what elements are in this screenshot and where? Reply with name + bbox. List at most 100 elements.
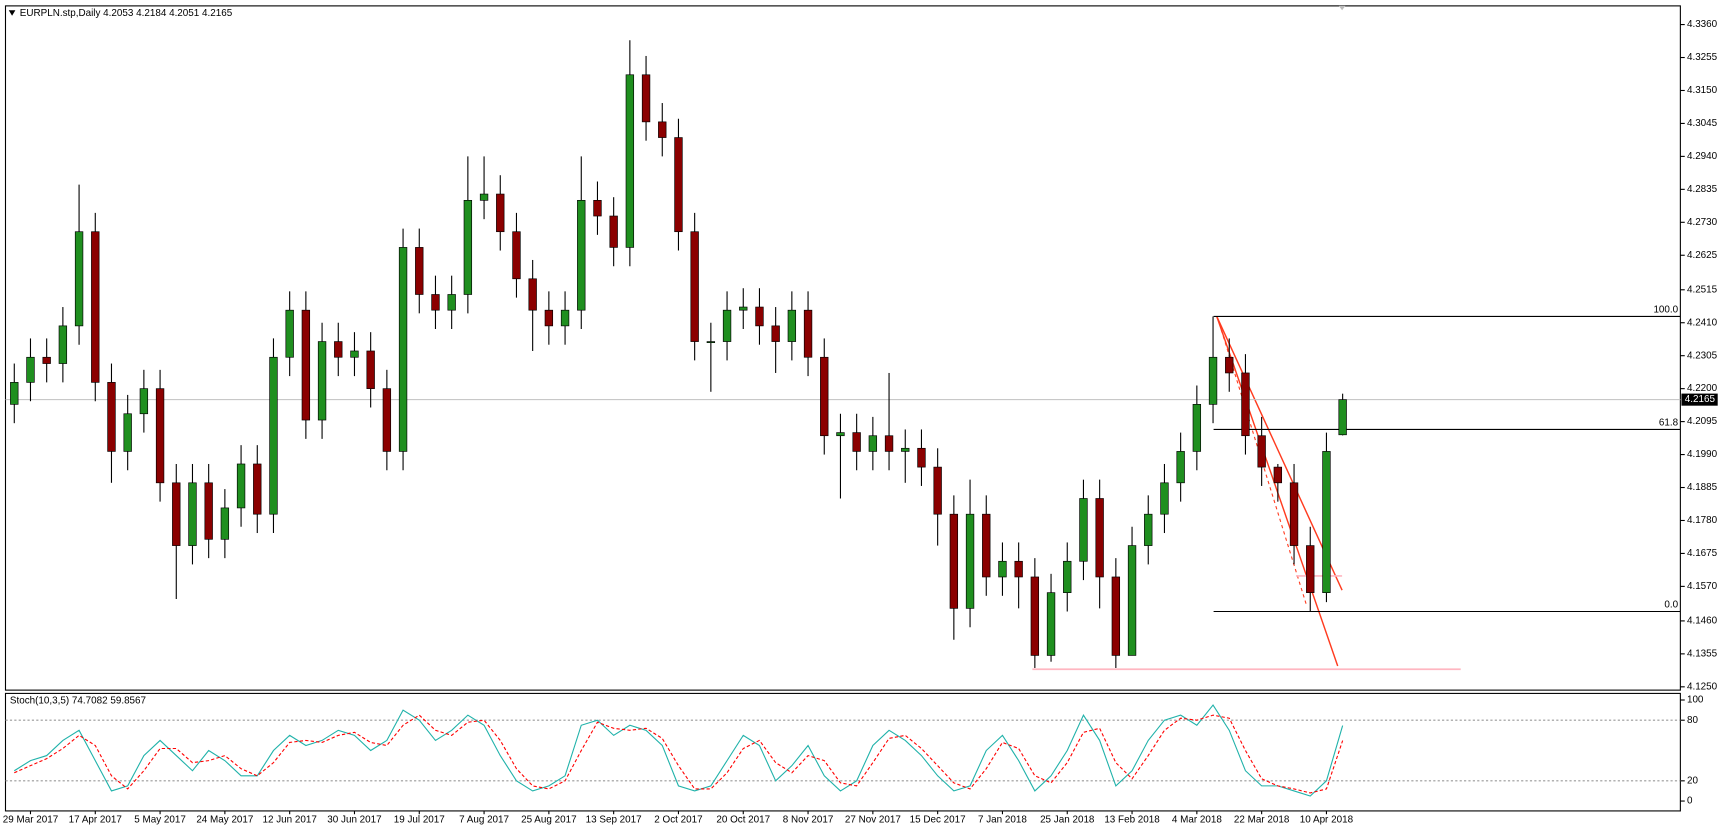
candle-body <box>1079 498 1088 562</box>
candle-body <box>901 447 910 452</box>
candle-body <box>285 309 294 358</box>
stoch-tick-label: 100 <box>1687 695 1704 706</box>
chart-title: EURPLN.stp,Daily 4.2053 4.2184 4.2051 4.… <box>20 8 233 19</box>
candle-body <box>1306 545 1315 593</box>
x-tick-label: 22 Mar 2018 <box>1234 814 1290 825</box>
last-price-label: 4.2165 <box>1685 394 1716 405</box>
candle-body <box>965 513 975 609</box>
candle-body <box>949 513 959 609</box>
x-tick-label: 13 Feb 2018 <box>1104 814 1160 825</box>
candle-body <box>706 341 716 343</box>
candle-body <box>382 388 392 452</box>
candle-body <box>415 247 424 295</box>
x-tick-label: 7 Jan 2018 <box>978 814 1027 825</box>
candle-body <box>803 309 813 358</box>
x-tick-label: 5 May 2017 <box>134 814 186 825</box>
x-tick-label: 12 Jun 2017 <box>262 814 316 825</box>
candle-body <box>820 356 829 437</box>
y-tick-label: 4.2625 <box>1687 250 1718 261</box>
candle-body <box>496 193 505 233</box>
candle-body <box>91 231 100 383</box>
y-tick-label: 4.3255 <box>1687 52 1718 63</box>
y-tick-label: 4.2410 <box>1687 317 1718 328</box>
candle-body <box>544 309 554 327</box>
candle-body <box>479 193 489 201</box>
candle-body <box>74 231 84 327</box>
y-tick-label: 4.3045 <box>1687 118 1718 129</box>
last-price-box <box>1681 393 1718 406</box>
y-tick-label: 4.3360 <box>1687 19 1718 30</box>
candle-body <box>220 507 230 540</box>
y-tick-label: 4.1990 <box>1687 449 1718 460</box>
x-tick-label: 13 Sep 2017 <box>586 814 642 825</box>
candle-body <box>317 341 327 421</box>
y-tick-label: 4.2095 <box>1687 416 1718 427</box>
x-tick-label: 27 Nov 2017 <box>845 814 901 825</box>
candle-body <box>998 560 1007 578</box>
x-tick-label: 19 Jul 2017 <box>394 814 445 825</box>
menu-arrow[interactable] <box>8 10 16 16</box>
y-tick-label: 4.2305 <box>1687 350 1718 361</box>
y-tick-label: 4.1460 <box>1687 616 1718 627</box>
channel-mid-line <box>1220 329 1308 607</box>
candle-body <box>1144 513 1153 546</box>
candle-body <box>917 447 926 468</box>
candle-body <box>398 247 408 452</box>
main-panel <box>4 5 1681 691</box>
y-tick-label: 4.2515 <box>1687 284 1718 295</box>
y-tick-label: 4.1355 <box>1687 648 1718 659</box>
candle-body <box>334 341 343 358</box>
candle-body <box>107 382 116 452</box>
candle-body <box>1192 404 1202 452</box>
candle-body <box>868 435 878 452</box>
candle-body <box>1208 356 1218 405</box>
candle-body <box>139 388 149 415</box>
candle-body <box>447 294 456 311</box>
candle-body <box>658 121 667 138</box>
x-tick-label: 25 Aug 2017 <box>521 814 576 825</box>
x-tick-label: 8 Nov 2017 <box>783 814 834 825</box>
candle-body <box>771 325 780 342</box>
candle-body <box>253 463 262 515</box>
candle-body <box>739 306 748 311</box>
candle-body <box>188 482 197 546</box>
candle-body <box>641 74 651 123</box>
candle-body <box>755 306 764 327</box>
candle-body <box>1127 545 1137 656</box>
fib-label: 100.0 <box>1653 304 1678 315</box>
y-tick-label: 4.1250 <box>1687 681 1718 692</box>
candle-body <box>1176 451 1185 484</box>
y-tick-label: 4.1780 <box>1687 515 1718 526</box>
candle-body <box>933 466 942 515</box>
x-tick-label: 15 Dec 2017 <box>910 814 966 825</box>
y-tick-label: 4.3150 <box>1687 85 1718 96</box>
candle-body <box>884 435 894 452</box>
stoch-panel <box>4 692 1681 812</box>
candle-body <box>1273 466 1283 484</box>
candle-body <box>236 463 246 509</box>
candle-body <box>366 350 375 389</box>
shift-marker <box>1338 5 1346 11</box>
candle-body <box>982 513 991 578</box>
stoch-tick-label: 0 <box>1687 796 1693 807</box>
channel-line <box>1216 316 1343 591</box>
fib-label: 61.8 <box>1659 417 1679 428</box>
candle-body <box>577 199 586 311</box>
candle-body <box>204 482 213 540</box>
candle-body <box>1289 482 1299 546</box>
stoch-signal-line <box>14 714 1344 794</box>
candle-body <box>463 199 473 295</box>
x-tick-label: 29 Mar 2017 <box>3 814 58 825</box>
candle-body <box>512 231 521 280</box>
candle-body <box>722 309 732 342</box>
candle-body <box>42 356 51 364</box>
candle-body <box>528 278 537 311</box>
candle-body <box>1225 356 1234 374</box>
x-tick-label: 30 Jun 2017 <box>327 814 381 825</box>
x-tick-label: 4 Mar 2018 <box>1172 814 1222 825</box>
y-tick-label: 4.2835 <box>1687 184 1718 195</box>
candle-body <box>10 382 19 405</box>
candle-body <box>1014 560 1023 578</box>
candle-body <box>690 231 699 342</box>
candle-body <box>1322 451 1331 593</box>
